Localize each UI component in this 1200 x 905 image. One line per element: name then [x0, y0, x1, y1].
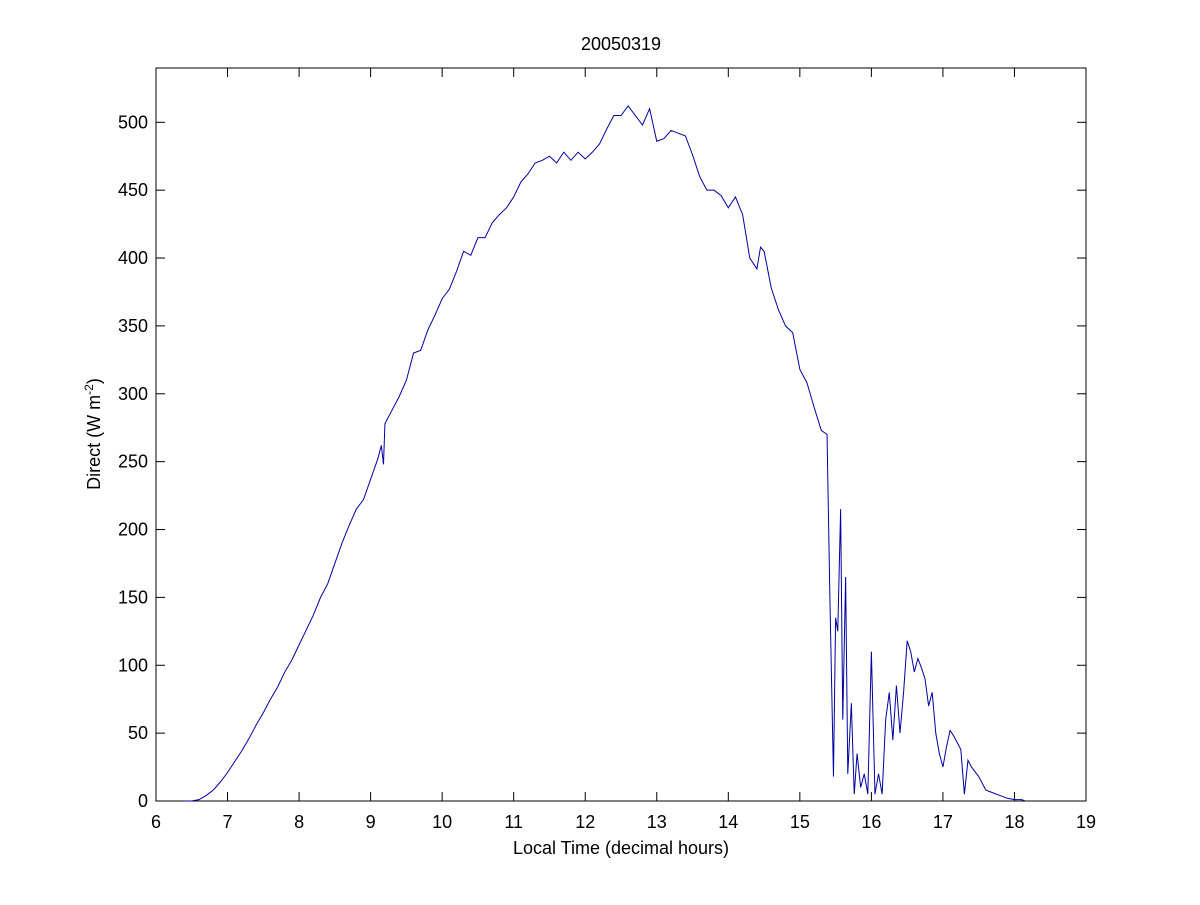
y-tick-label: 200: [118, 520, 148, 540]
x-tick-label: 14: [718, 812, 738, 832]
y-tick-label: 150: [118, 587, 148, 607]
plot-frame: [155, 67, 1087, 802]
x-tick-label: 11: [504, 812, 523, 832]
y-tick-label: 450: [118, 180, 148, 200]
y-axis-label: Direct (W m-2): [82, 378, 104, 490]
y-label-close: ): [84, 378, 104, 384]
x-tick-label: 16: [861, 812, 881, 832]
x-tick-label: 19: [1076, 812, 1096, 832]
x-tick-label: 13: [647, 812, 667, 832]
y-tick-label: 400: [118, 248, 148, 268]
y-tick-label: 0: [138, 791, 148, 811]
y-tick-label: 300: [118, 384, 148, 404]
x-tick-label: 8: [294, 812, 304, 832]
x-tick-label: 17: [933, 812, 953, 832]
x-tick-label: 15: [790, 812, 810, 832]
x-tick-label: 9: [366, 812, 376, 832]
y-tick-label: 100: [118, 655, 148, 675]
x-tick-label: 7: [223, 812, 233, 832]
x-tick-label: 10: [432, 812, 452, 832]
x-axis-label: Local Time (decimal hours): [513, 838, 729, 858]
y-tick-label: 500: [118, 112, 148, 132]
y-label-sup: -2: [82, 384, 96, 395]
y-tick-label: 50: [128, 723, 148, 743]
x-tick-label: 6: [151, 812, 161, 832]
y-tick-label: 350: [118, 316, 148, 336]
y-tick-label: 250: [118, 452, 148, 472]
data-line: [184, 105, 1026, 802]
y-label-text: Direct (W m: [84, 395, 104, 490]
x-tick-label: 18: [1004, 812, 1024, 832]
x-tick-label: 12: [575, 812, 595, 832]
chart-title: 20050319: [581, 34, 661, 54]
